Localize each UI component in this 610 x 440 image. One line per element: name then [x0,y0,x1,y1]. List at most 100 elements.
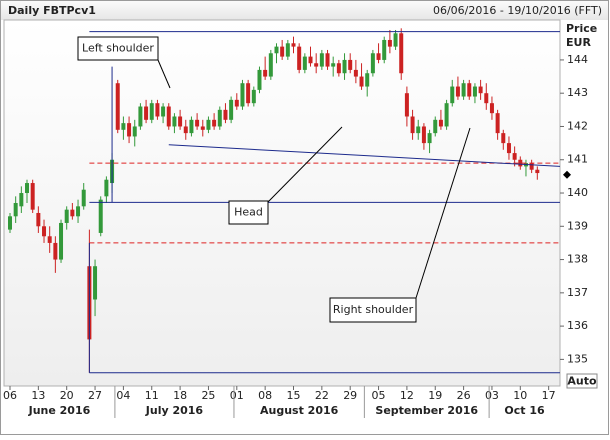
candle-body [76,206,81,217]
x-tick-label: 11 [145,389,159,402]
candle-body [217,109,222,127]
y-tick-label: 143 [567,86,588,99]
candle-body [438,119,443,127]
candle-body [308,56,313,64]
candle-body [467,83,472,97]
chart-title: Daily FBTPcv1 [8,4,96,17]
candle-body [229,99,234,120]
candle-body [291,43,296,47]
candle-body [450,86,455,104]
drawings [88,31,561,374]
candle-body [297,46,302,70]
candle-body [268,53,273,77]
annotation: Head [234,206,263,219]
candle-body [115,83,120,130]
candle-body [416,126,421,134]
candle-body [518,159,523,167]
candle-body [127,123,132,137]
candle-body [98,199,103,233]
y-tick-label: 140 [567,186,588,199]
candle-body [263,69,268,77]
candle-body [64,209,69,223]
y-tick-label: 137 [567,286,588,299]
current-price-marker [563,170,571,179]
candle-body [36,212,41,227]
candle-body [489,103,494,114]
x-tick-label: 08 [258,389,272,402]
candle-body [495,113,500,134]
candle-body [178,116,183,127]
candle-body [47,236,52,243]
candle-body [13,203,18,217]
candle-body [285,43,290,57]
candle-body [189,119,194,134]
candle-body [30,183,35,210]
candle-body [172,116,177,127]
candle-body [206,119,211,130]
y-tick-label: 135 [567,352,588,365]
x-tick-label: 03 [485,389,499,402]
annotation-box [329,297,417,323]
y-tick-label: 139 [567,219,588,232]
pointer [157,59,171,89]
x-tick-label: 29 [343,389,357,402]
x-tick-label: 10 [513,389,527,402]
y-tick-label: 142 [567,119,588,132]
x-tick-label: 05 [372,389,386,402]
candle-body [404,93,409,117]
month-label: August 2016 [260,404,339,417]
x-tick-label: 26 [457,389,471,402]
candle-body [104,179,109,197]
y-tick-label: 138 [567,253,588,266]
candle-body [8,216,12,230]
y-tick-label: 136 [567,319,588,332]
y-label: Price [566,22,597,35]
candle-body [280,46,285,57]
candle-body [336,63,341,74]
candle-body [93,266,98,300]
candle-body [455,86,460,97]
candle-body [365,73,370,87]
candle-body [444,103,449,127]
candle-body [353,69,358,77]
drawing-line [168,144,561,167]
month-label: September 2016 [375,404,478,417]
pointer [415,127,471,299]
x-tick-label: 13 [31,389,45,402]
y-tick-label: 144 [567,53,588,66]
candle-body [302,56,307,70]
annotation: Left shoulder [82,42,154,55]
candle-body [132,126,137,137]
x-tick-label: 17 [542,389,556,402]
candle-body [251,89,256,104]
auto-button[interactable] [566,373,598,389]
candle-body [59,222,64,260]
candle-body [348,59,353,70]
candle-body [274,46,279,54]
candle-body [195,119,200,127]
candle-body [512,153,517,160]
candle-body [246,83,251,104]
candle-body [223,109,228,120]
x-tick-label: 12 [400,389,414,402]
candle-body [161,106,166,117]
x-tick-label: 18 [173,389,187,402]
candles [8,28,540,373]
x-tick-label: 15 [287,389,301,402]
month-label: June 2016 [28,404,91,417]
candle-body [183,126,188,134]
candle-body [234,99,239,107]
candle-body [149,103,154,120]
candle-body [484,93,489,104]
candle-body [461,83,466,97]
candle-body [70,209,75,217]
candle-body [200,126,205,130]
candle-body [387,39,392,47]
candle-body [257,69,262,90]
candle-body [19,193,24,207]
candle-body [472,86,477,97]
auto-label[interactable]: Auto [567,375,597,388]
candle-body [138,106,143,127]
x-tick-label: 22 [315,389,329,402]
